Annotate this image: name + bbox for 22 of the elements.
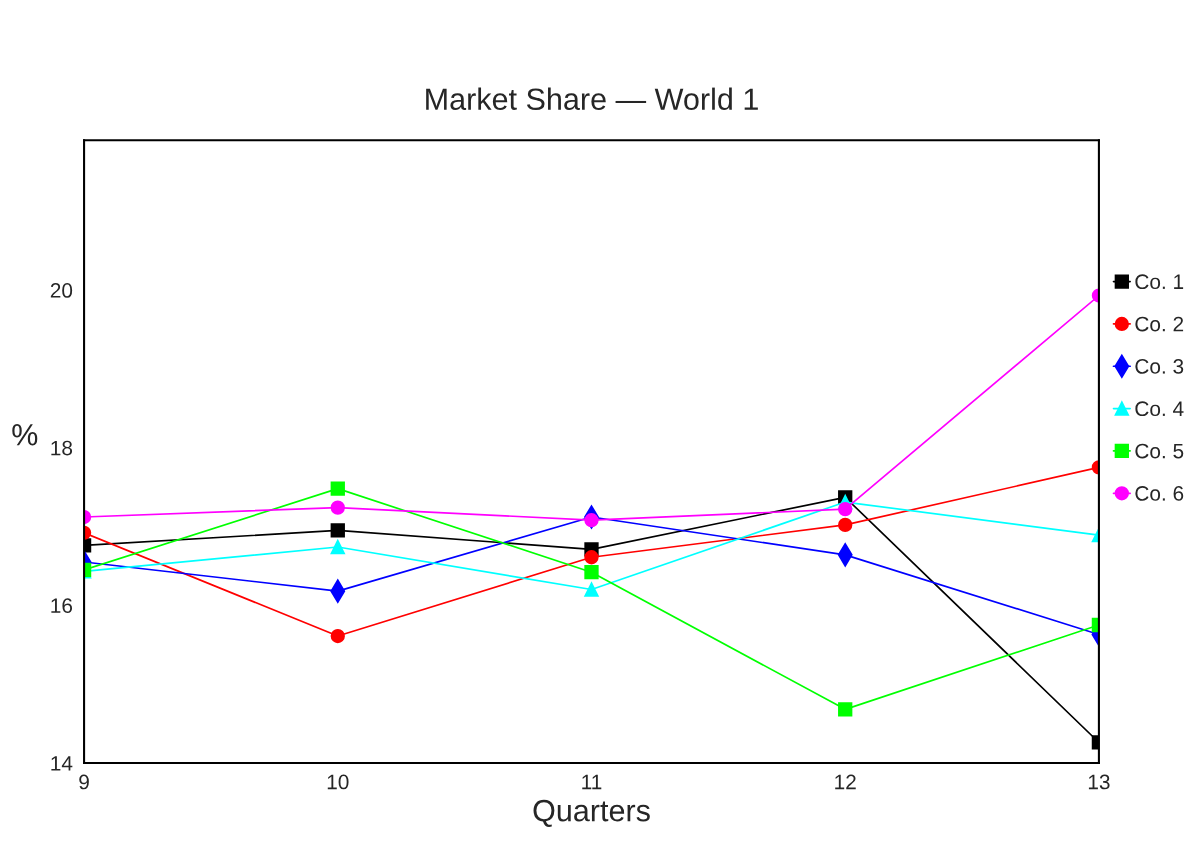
x-tick-label: 10 xyxy=(327,774,349,790)
legend-label: Co. 2 xyxy=(1135,316,1184,332)
y-tick-label: 20 xyxy=(50,283,73,298)
x-axis-title: Quarters xyxy=(533,799,650,827)
legend-label: Co. 4 xyxy=(1135,401,1184,417)
point xyxy=(584,565,599,580)
legend-label: Co. 6 xyxy=(1135,486,1184,501)
legend-label: Co. 5 xyxy=(1135,443,1184,459)
y-tick-label: 14 xyxy=(51,756,73,771)
x-tick-label: 13 xyxy=(1088,774,1110,790)
y-tick-label: 16 xyxy=(51,598,73,614)
x-tick-label: 12 xyxy=(835,774,856,790)
x-tick-label: 11 xyxy=(582,774,602,790)
legend-label: Co. 3 xyxy=(1135,359,1184,374)
point xyxy=(584,513,599,528)
y-tick-label: 18 xyxy=(51,440,73,456)
x-tick-label: 9 xyxy=(79,774,89,790)
chart-title: Market Share — World 1 xyxy=(426,87,758,111)
legend-label: Co. 1 xyxy=(1135,274,1184,290)
y-axis-title: % xyxy=(12,424,38,446)
point xyxy=(584,582,599,597)
point xyxy=(584,550,599,565)
